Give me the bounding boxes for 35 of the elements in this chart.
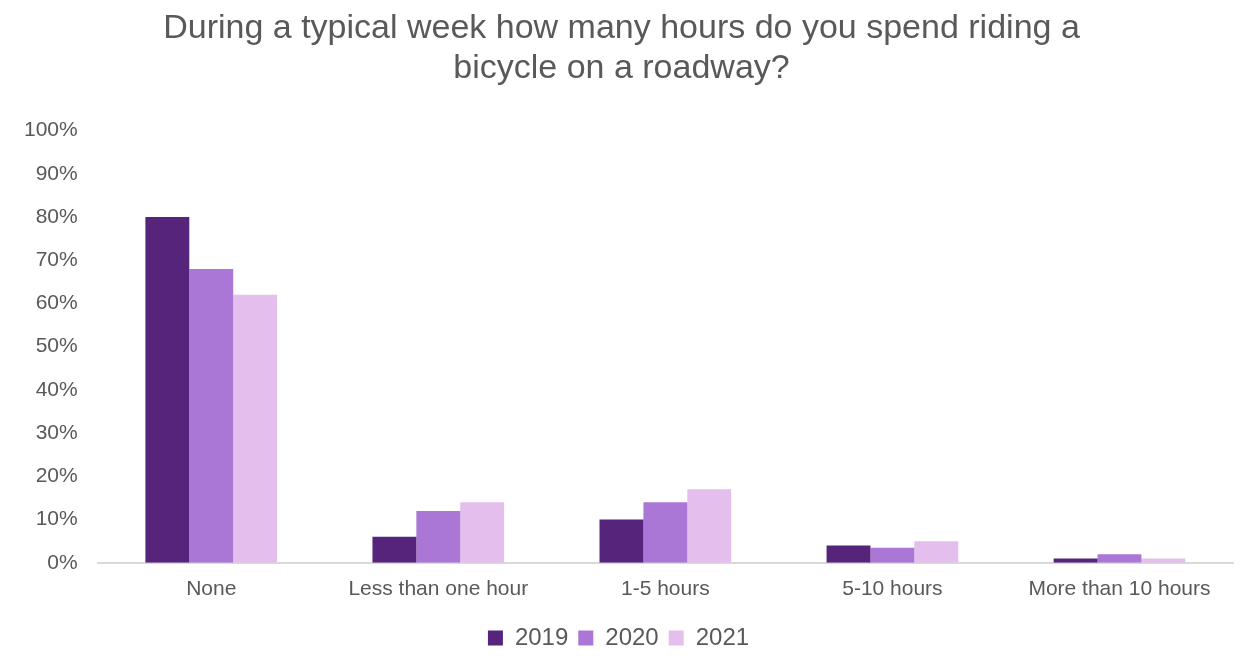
legend-label: 2021 bbox=[695, 622, 750, 650]
x-tick-label: 5-10 hours bbox=[842, 576, 943, 600]
y-tick-label: 10% bbox=[35, 506, 78, 530]
bar bbox=[914, 541, 959, 563]
chart-title: During a typical week how many hours do you spend riding a bicycle on a roadway? bbox=[162, 6, 1081, 87]
legend-label: 2019 bbox=[514, 622, 569, 650]
y-tick-label: 50% bbox=[35, 333, 78, 357]
bar bbox=[416, 510, 461, 563]
bar bbox=[643, 502, 688, 563]
x-tick-label: 1-5 hours bbox=[621, 576, 710, 600]
y-tick-label: 80% bbox=[35, 203, 78, 227]
y-tick-label: 40% bbox=[35, 376, 78, 400]
x-tick-label: None bbox=[186, 576, 237, 600]
bar bbox=[687, 489, 732, 563]
y-tick-label: 70% bbox=[35, 247, 78, 271]
bar bbox=[870, 547, 915, 563]
bar bbox=[1097, 554, 1142, 563]
x-tick-label: Less than one hour bbox=[348, 576, 529, 600]
legend-label: 2020 bbox=[605, 622, 659, 650]
bar bbox=[460, 502, 505, 563]
bar bbox=[233, 294, 278, 563]
x-tick-label: More than 10 hours bbox=[1028, 576, 1211, 600]
y-tick-label: 30% bbox=[35, 419, 78, 443]
bar bbox=[189, 268, 234, 563]
bar bbox=[826, 545, 871, 563]
y-tick-label: 60% bbox=[35, 290, 78, 314]
bar bbox=[1053, 558, 1098, 563]
y-tick-label: 20% bbox=[35, 463, 78, 487]
bar bbox=[372, 536, 417, 563]
y-tick-label: 0% bbox=[47, 549, 78, 573]
y-tick-label: 90% bbox=[35, 160, 78, 184]
bar bbox=[599, 519, 644, 563]
bar bbox=[145, 217, 190, 563]
y-tick-label: 100% bbox=[23, 117, 78, 141]
bar bbox=[1141, 558, 1186, 563]
